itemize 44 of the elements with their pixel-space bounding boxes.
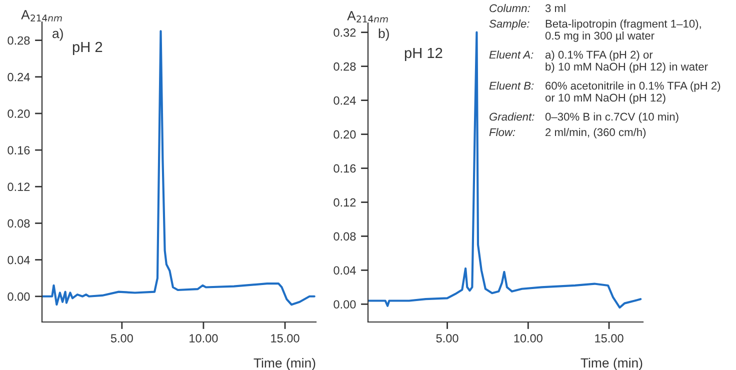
x-axis-title: Time (min) — [580, 358, 642, 370]
y-axis-title: A$_{214nm}$ — [21, 10, 62, 22]
y-tick-label: 0.28 — [8, 36, 30, 45]
y-tick-label: 0.20 — [334, 130, 356, 139]
annotation: Gradient: — [490, 112, 534, 121]
x-tick-label: 5.00 — [436, 334, 458, 342]
annotation: pH 2 — [72, 42, 102, 56]
annotation: Beta-lipotropin (fragment 1–10), 0.5 mg in 300 µl water — [545, 20, 701, 42]
annotation: a) 0.1% TFA (pH 2) or b) 10 mM NaOH (pH 12) in water — [545, 50, 708, 73]
annotation: 0–30% B in c.7CV (10 min) — [545, 112, 678, 123]
annotation: 2 ml/min, (360 cm/h) — [546, 128, 646, 138]
annotation: pH 12 — [404, 48, 442, 62]
y-axis-title: A$_{214nm}$ — [347, 11, 388, 22]
y-tick-label: 0.00 — [8, 292, 30, 301]
y-tick-label: 0.08 — [334, 232, 356, 241]
y-tick-label: 0.28 — [334, 62, 356, 71]
y-tick-label: 0.16 — [334, 164, 356, 173]
y-tick-label: 0.04 — [8, 256, 30, 264]
x-tick-label: 10.00 — [514, 334, 542, 342]
y-tick-label: 0.16 — [8, 146, 30, 154]
annotation: a) — [52, 28, 63, 41]
line-series — [42, 30, 316, 306]
y-tick-label: 0.24 — [8, 72, 30, 82]
annotation: Sample: — [489, 20, 530, 30]
x-tick-label: 15.00 — [271, 334, 300, 342]
annotation: Eluent B: — [489, 82, 534, 90]
annotation: Flow: — [489, 128, 516, 136]
y-tick-label: 0.08 — [8, 219, 30, 228]
annotation: 60% acetonitrile in 0.1% TFA (pH 2) or 10 mM NaOH (pH 12) — [545, 82, 720, 104]
y-tick-label: 0.12 — [8, 182, 30, 192]
y-tick-label: 0.24 — [334, 96, 356, 105]
x-axis-title: Time (min) — [254, 358, 316, 370]
y-tick-label: 0.00 — [334, 300, 356, 309]
y-tick-label: 0.32 — [334, 28, 356, 37]
x-tick-label: 5.00 — [110, 334, 133, 342]
y-tick-label: 0.20 — [8, 109, 30, 118]
text: 3 ml — [545, 4, 566, 12]
x-tick-label: 10.00 — [190, 334, 218, 342]
x-tick-label: 15.00 — [595, 334, 624, 342]
y-tick-label: 0.04 — [334, 266, 356, 275]
annotation: Eluent A: — [489, 50, 534, 59]
text: Column: — [490, 4, 530, 12]
annotation: b) — [378, 28, 389, 41]
y-tick-label: 0.12 — [334, 198, 356, 207]
